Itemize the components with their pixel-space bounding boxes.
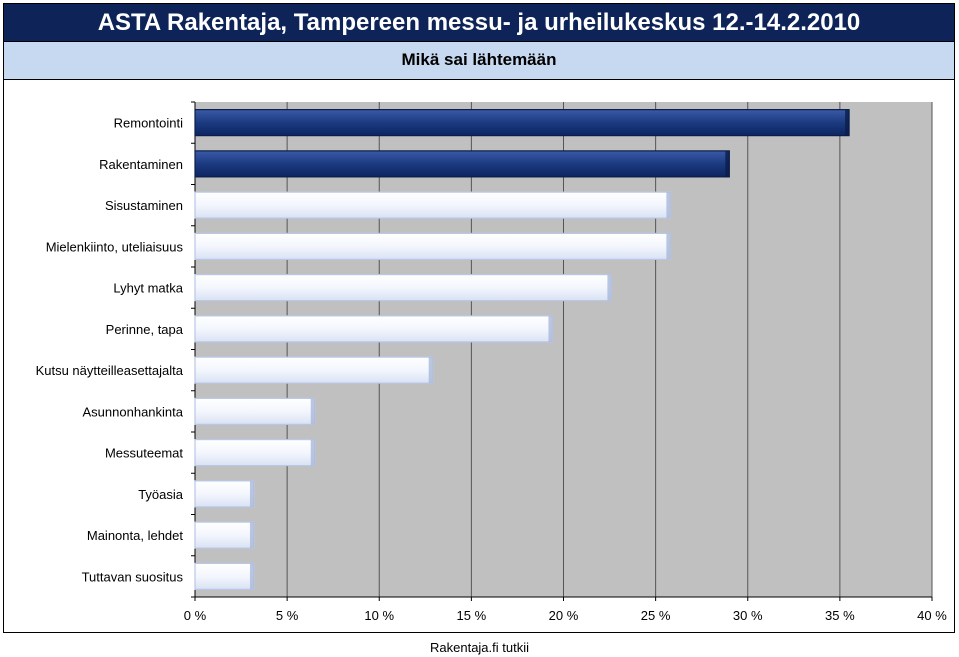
- category-label: Työasia: [138, 487, 184, 502]
- x-tick-label: 35 %: [825, 608, 855, 623]
- bar-end-cap: [310, 398, 315, 425]
- bar-end-cap: [428, 357, 433, 384]
- x-tick-label: 20 %: [549, 608, 579, 623]
- x-tick-label: 25 %: [641, 608, 671, 623]
- bar-end-cap: [845, 109, 850, 136]
- bar: [194, 315, 554, 343]
- bar-end-cap: [310, 439, 315, 466]
- source-note: Rakentaja.fi tutkii: [430, 640, 529, 655]
- category-label: Mielenkiinto, uteliaisuus: [46, 239, 184, 254]
- category-label: Asunnonhankinta: [83, 404, 184, 419]
- bar-end-cap: [666, 233, 671, 260]
- bar-end-cap: [548, 315, 553, 342]
- bar: [194, 109, 850, 137]
- category-label: Kutsu näytteilleasettajalta: [36, 363, 184, 378]
- bar: [194, 232, 671, 260]
- bar: [194, 521, 255, 549]
- x-tick-label: 5 %: [276, 608, 299, 623]
- category-label: Messuteemat: [105, 446, 183, 461]
- bar: [194, 191, 671, 219]
- plot-area: 0 % 5 % 10 % 15 % 20 % 25 % 30 % 35 % 40 % Remont…: [36, 101, 947, 623]
- category-label: Mainonta, lehdet: [87, 528, 184, 543]
- category-label: Lyhyt matka: [113, 281, 183, 296]
- bar: [194, 150, 730, 178]
- category-label: Tuttavan suositus: [82, 569, 184, 584]
- category-label: Sisustaminen: [105, 198, 183, 213]
- category-label: Perinne, tapa: [106, 322, 184, 337]
- bar: [194, 397, 316, 425]
- bar: [194, 356, 434, 384]
- bar-end-cap: [249, 563, 254, 590]
- bar: [194, 274, 613, 302]
- bar: [194, 480, 255, 508]
- bar-end-cap: [666, 192, 671, 219]
- bar: [194, 562, 255, 590]
- x-tick-label: 15 %: [457, 608, 487, 623]
- bar-end-cap: [725, 150, 730, 177]
- category-label: Rakentaminen: [99, 157, 183, 172]
- x-tick-label: 0 %: [184, 608, 207, 623]
- bar-end-cap: [249, 480, 254, 507]
- x-tick-label: 30 %: [733, 608, 763, 623]
- x-tick-label: 40 %: [917, 608, 947, 623]
- bar-end-cap: [607, 274, 612, 301]
- bar-end-cap: [249, 522, 254, 549]
- bar: [194, 439, 316, 467]
- category-label: Remontointi: [114, 116, 183, 131]
- chart-subtitle: Mikä sai lähtemään: [3, 42, 955, 80]
- chart-title: ASTA Rakentaja, Tampereen messu- ja urhe…: [3, 3, 955, 42]
- chart-frame: [3, 80, 955, 633]
- x-tick-label: 10 %: [364, 608, 394, 623]
